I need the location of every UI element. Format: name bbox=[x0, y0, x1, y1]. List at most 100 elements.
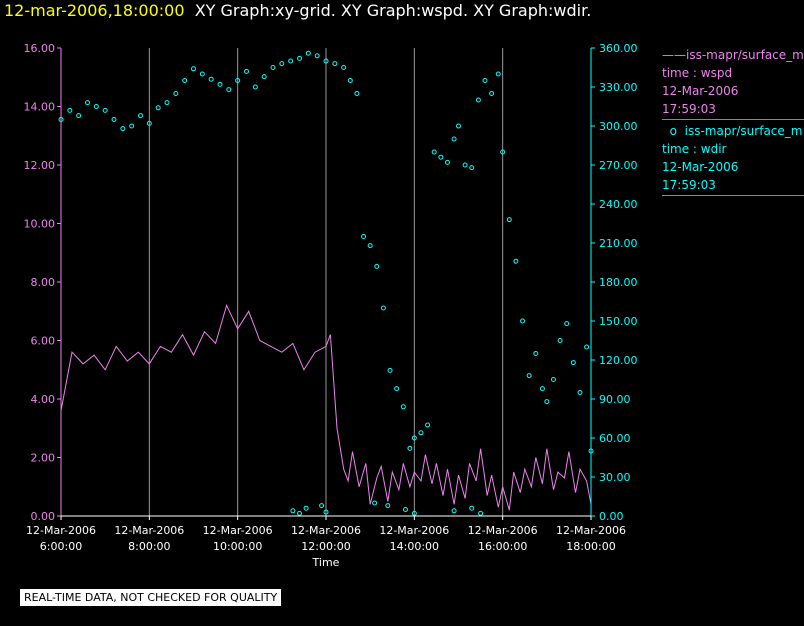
x-tick-time: 14:00:00 bbox=[390, 540, 439, 553]
wspd-line-series bbox=[60, 303, 592, 511]
wdir-point bbox=[411, 435, 417, 441]
x-tick-time: 12:00:00 bbox=[301, 540, 350, 553]
legend-wspd-var: time : wspd bbox=[662, 66, 733, 80]
wdir-point bbox=[323, 509, 329, 515]
wdir-point bbox=[155, 105, 161, 111]
wdir-point bbox=[469, 505, 475, 511]
wdir-point bbox=[235, 78, 241, 83]
wdir-point bbox=[374, 263, 380, 269]
wdir-point bbox=[478, 510, 484, 516]
left-axis-ticks: 0.00 2.00 4.00 6.00 8.00 10.00 12.00 14.00 16.00 bbox=[24, 42, 61, 523]
wdir-point bbox=[290, 508, 296, 514]
legend-wdir-date: 12-Mar-2006 bbox=[662, 160, 739, 174]
wdir-point bbox=[506, 217, 512, 223]
wdir-point bbox=[332, 61, 338, 67]
wdir-point bbox=[67, 107, 73, 113]
wdir-point bbox=[111, 117, 117, 122]
wdir-point bbox=[76, 113, 82, 119]
right-tick-label: 300.00 bbox=[599, 120, 638, 133]
wdir-point bbox=[217, 81, 223, 87]
right-tick-label: 60.00 bbox=[599, 432, 631, 445]
right-tick-label: 330.00 bbox=[599, 81, 638, 94]
right-tick-label: 90.00 bbox=[599, 393, 631, 406]
wdir-point bbox=[191, 66, 196, 72]
legend-line-marker: —— bbox=[662, 48, 686, 62]
title-graph-list: XY Graph:xy-grid. XY Graph:wspd. XY Grap… bbox=[194, 1, 592, 20]
right-tick-label: 180.00 bbox=[599, 276, 638, 289]
x-tick-time: 16:00:00 bbox=[478, 540, 527, 553]
wdir-point bbox=[208, 76, 214, 82]
left-tick-label: 16.00 bbox=[24, 42, 56, 55]
wdir-point bbox=[297, 55, 302, 61]
left-tick-label: 4.00 bbox=[31, 393, 56, 406]
wdir-point bbox=[347, 78, 353, 83]
wdir-point bbox=[550, 377, 556, 382]
x-tick-time: 6:00:00 bbox=[40, 540, 82, 553]
x-tick-date: 12-Mar-2006 bbox=[379, 524, 449, 537]
wdir-point bbox=[564, 321, 570, 327]
x-tick-time: 10:00:00 bbox=[213, 540, 262, 553]
wdir-point bbox=[120, 126, 126, 132]
legend-entry-wspd[interactable]: ——iss-mapr/surface_m time : wspd 12-Mar-… bbox=[662, 46, 804, 120]
wdir-point bbox=[341, 65, 347, 70]
legend-entry-wdir[interactable]: o iss-mapr/surface_m time : wdir 12-Mar-… bbox=[662, 122, 804, 196]
wdir-point bbox=[297, 510, 302, 516]
wdir-point bbox=[489, 91, 495, 96]
wdir-point bbox=[407, 445, 413, 451]
legend-wspd-date: 12-Mar-2006 bbox=[662, 84, 739, 98]
wdir-point bbox=[93, 104, 99, 109]
wdir-point bbox=[361, 234, 367, 239]
x-tick-date: 12-Mar-2006 bbox=[556, 524, 626, 537]
wdir-point bbox=[495, 71, 501, 77]
right-tick-label: 360.00 bbox=[599, 42, 638, 55]
wdir-point bbox=[387, 367, 393, 373]
wdir-point bbox=[303, 505, 309, 511]
left-tick-label: 2.00 bbox=[31, 452, 56, 465]
wdir-point bbox=[279, 61, 285, 67]
wdir-point bbox=[138, 113, 143, 119]
wdir-point bbox=[372, 500, 378, 506]
wdir-point bbox=[173, 91, 179, 96]
wdir-point bbox=[431, 149, 437, 155]
quality-disclaimer: REAL-TIME DATA, NOT CHECKED FOR QUALITY bbox=[20, 589, 282, 606]
wdir-point bbox=[526, 373, 532, 379]
wdir-point bbox=[411, 510, 417, 516]
x-tick-date: 12-Mar-2006 bbox=[114, 524, 184, 537]
wdir-point bbox=[305, 50, 311, 56]
x-axis-ticks: 12-Mar-2006 6:00:00 12-Mar-2006 8:00:00 12-M… bbox=[26, 516, 626, 553]
wdir-point bbox=[557, 338, 563, 343]
right-tick-label: 270.00 bbox=[599, 159, 638, 172]
wdir-point bbox=[367, 243, 373, 249]
x-tick-date: 12-Mar-2006 bbox=[291, 524, 361, 537]
left-tick-label: 10.00 bbox=[24, 218, 56, 231]
wdir-point bbox=[226, 87, 232, 93]
wdir-point bbox=[418, 430, 424, 436]
wdir-point bbox=[462, 162, 468, 168]
x-tick-date: 12-Mar-2006 bbox=[203, 524, 273, 537]
wdir-point bbox=[451, 136, 457, 142]
wdir-point bbox=[164, 100, 170, 106]
wdir-point bbox=[244, 68, 249, 74]
wdir-point bbox=[400, 404, 406, 410]
wdir-point bbox=[182, 78, 188, 83]
wdir-point bbox=[85, 100, 90, 106]
right-tick-label: 150.00 bbox=[599, 315, 638, 328]
wdir-point bbox=[380, 305, 386, 311]
left-tick-label: 14.00 bbox=[24, 101, 56, 114]
wdir-point bbox=[323, 58, 329, 64]
vertical-grid-lines bbox=[148, 48, 592, 516]
legend-circle-marker: o bbox=[669, 124, 677, 138]
wdir-point bbox=[146, 120, 152, 126]
right-tick-label: 240.00 bbox=[599, 198, 638, 211]
wdir-point bbox=[261, 74, 267, 80]
left-tick-label: 12.00 bbox=[24, 159, 56, 172]
wdir-point bbox=[288, 58, 294, 64]
left-tick-label: 8.00 bbox=[31, 276, 56, 289]
wdir-point bbox=[577, 390, 583, 395]
right-tick-label: 120.00 bbox=[599, 354, 638, 367]
wdir-point bbox=[354, 91, 360, 96]
x-tick-time: 18:00:00 bbox=[566, 540, 615, 553]
wdir-point bbox=[533, 351, 539, 356]
right-tick-label: 30.00 bbox=[599, 471, 631, 484]
